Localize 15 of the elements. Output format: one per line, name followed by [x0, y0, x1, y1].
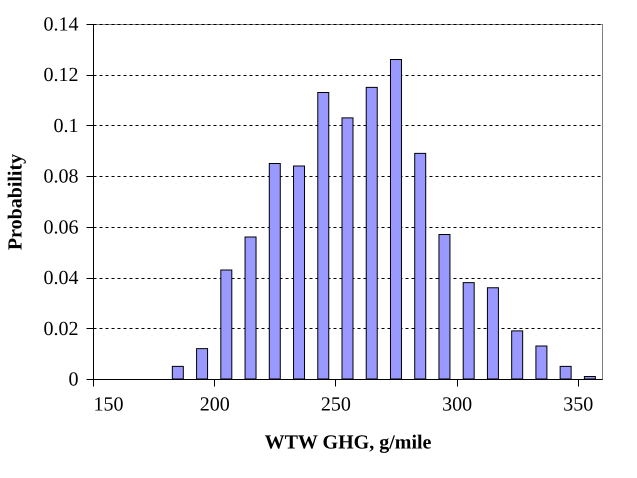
y-tick-label: 0.08	[44, 166, 78, 188]
x-tick-label: 150	[94, 394, 124, 416]
y-tick-label: 0.12	[44, 64, 78, 86]
y-tick-label: 0.04	[44, 267, 78, 290]
y-axis-title: Probability	[4, 154, 26, 250]
x-tick-label: 300	[442, 394, 472, 416]
x-tick-label: 250	[320, 394, 351, 416]
x-tick-label: 200	[200, 394, 230, 416]
y-tick-label: 0.02	[44, 318, 78, 340]
y-tick-label: 0.14	[44, 14, 78, 36]
x-axis-title: WTW GHG, g/mile	[264, 432, 432, 454]
y-tick-label: 0	[68, 368, 78, 390]
y-tick-label: 0.1	[54, 114, 78, 137]
x-tick-label: 350	[563, 394, 594, 416]
y-tick-label: 0.06	[44, 216, 78, 238]
